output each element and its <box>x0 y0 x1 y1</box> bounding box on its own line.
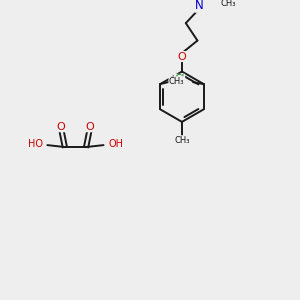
Text: O: O <box>85 122 94 132</box>
Text: CH₃: CH₃ <box>169 77 184 86</box>
Text: OH: OH <box>108 139 123 149</box>
Text: CH₃: CH₃ <box>174 136 190 145</box>
Text: Cl: Cl <box>174 74 185 84</box>
Text: O: O <box>57 122 65 132</box>
Text: HO: HO <box>28 139 43 149</box>
Text: N: N <box>195 0 204 12</box>
Text: O: O <box>178 52 186 61</box>
Text: CH₃: CH₃ <box>221 0 236 8</box>
